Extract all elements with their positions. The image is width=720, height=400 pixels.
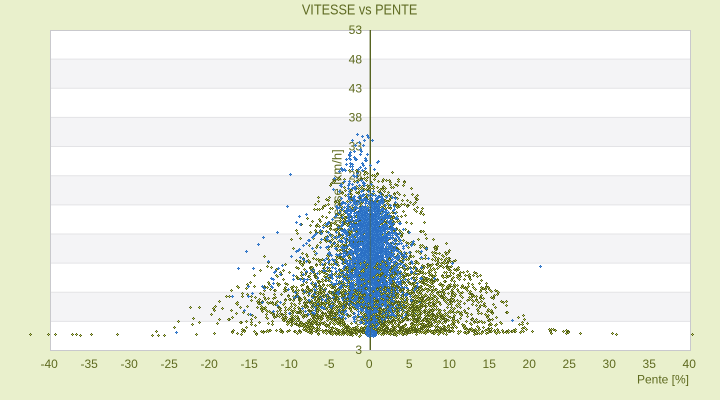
svg-text:-35: -35 — [81, 357, 99, 371]
svg-text:-40: -40 — [41, 357, 59, 371]
svg-text:10: 10 — [443, 357, 457, 371]
svg-text:30: 30 — [603, 357, 617, 371]
svg-text:-30: -30 — [121, 357, 139, 371]
svg-text:15: 15 — [483, 357, 497, 371]
svg-text:3: 3 — [355, 343, 362, 357]
svg-text:-25: -25 — [161, 357, 179, 371]
svg-text:0: 0 — [366, 357, 373, 371]
svg-text:48: 48 — [349, 52, 363, 66]
svg-text:-5: -5 — [324, 357, 335, 371]
svg-text:Pente [%]: Pente [%] — [637, 373, 689, 387]
svg-text:43: 43 — [349, 81, 363, 95]
svg-text:35: 35 — [643, 357, 657, 371]
svg-text:53: 53 — [349, 23, 363, 37]
svg-text:5: 5 — [406, 357, 413, 371]
svg-text:VITESSE vs PENTE: VITESSE vs PENTE — [302, 2, 418, 18]
svg-text:-15: -15 — [241, 357, 259, 371]
svg-text:-20: -20 — [201, 357, 219, 371]
svg-text:-10: -10 — [281, 357, 299, 371]
svg-text:38: 38 — [349, 111, 363, 125]
svg-text:20: 20 — [523, 357, 537, 371]
svg-text:25: 25 — [563, 357, 577, 371]
svg-text:40: 40 — [683, 357, 697, 371]
